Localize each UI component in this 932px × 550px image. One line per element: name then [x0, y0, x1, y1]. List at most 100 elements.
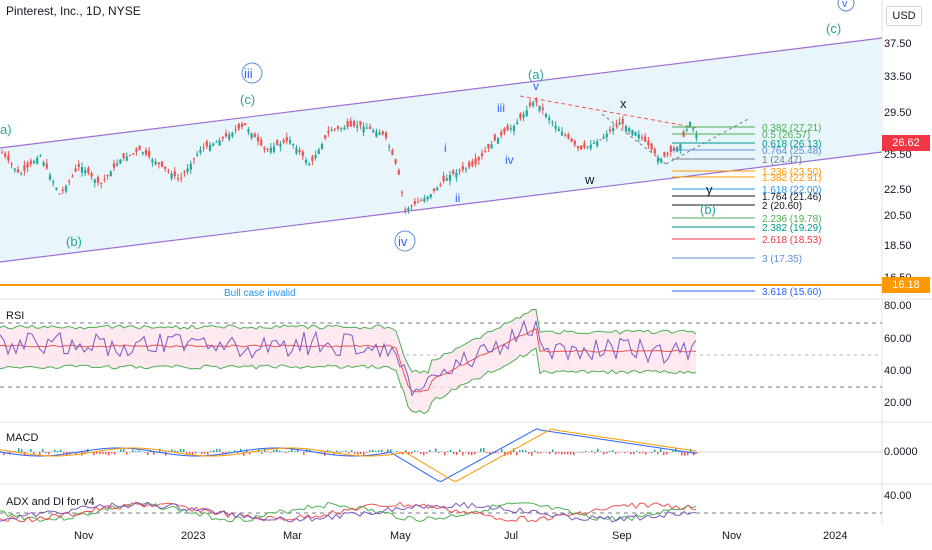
- macd-histogram-bar: [174, 450, 176, 452]
- fib-level-label: 1.236 (23.50): [762, 167, 822, 178]
- adx-line: [0, 501, 697, 523]
- macd-histogram-bar: [243, 452, 245, 456]
- macd-histogram-bar: [585, 450, 587, 452]
- currency-selector[interactable]: USD: [886, 6, 922, 26]
- candle-body: [340, 128, 343, 130]
- rsi-line: [0, 309, 697, 374]
- candle-body: [650, 143, 653, 150]
- candle-body: [605, 133, 608, 138]
- adx-axis-tick: 40.00: [884, 490, 912, 502]
- fib-level-label: 0.382 (27.21): [762, 123, 822, 134]
- price-axis-tick: 22.50: [884, 184, 912, 196]
- macd-histogram-bar: [636, 451, 638, 452]
- candle-body: [343, 127, 346, 130]
- candle-body: [96, 177, 100, 183]
- macd-histogram-bar: [33, 452, 35, 455]
- candle-body: [448, 175, 452, 181]
- candle-body: [205, 141, 208, 147]
- candle-body: [676, 147, 679, 152]
- candle-body: [301, 151, 304, 156]
- macd-histogram-bar: [447, 451, 449, 452]
- macd-histogram-bar: [363, 452, 365, 456]
- candle-body: [228, 134, 231, 140]
- macd-histogram-bar: [501, 449, 503, 452]
- macd-histogram-bar: [444, 452, 446, 456]
- candle-body: [362, 126, 365, 133]
- candle-body: [391, 149, 394, 155]
- candle-body: [647, 141, 650, 146]
- candle-body: [215, 141, 218, 143]
- candle-body: [538, 105, 541, 112]
- macd-histogram-bar: [366, 452, 368, 453]
- time-axis-label: Nov: [74, 530, 94, 542]
- candle-body: [388, 146, 391, 148]
- support-dashed-line[interactable]: [665, 117, 751, 165]
- time-axis-label: Sep: [612, 530, 632, 542]
- candle-body: [288, 140, 292, 144]
- candle-body: [199, 149, 202, 153]
- candle-body: [394, 159, 397, 164]
- candle-body: [157, 162, 160, 165]
- macd-histogram-bar: [3, 452, 5, 456]
- macd-histogram-bar: [57, 450, 59, 452]
- macd-histogram-bar: [108, 452, 110, 456]
- macd-histogram-bar: [396, 450, 398, 452]
- candle-body: [74, 168, 77, 172]
- candle-body: [234, 129, 237, 131]
- resistance-dashed-line[interactable]: [519, 95, 699, 129]
- price-axis-tick: 25.50: [884, 149, 912, 161]
- candle-body: [573, 140, 576, 145]
- macd-histogram-bar: [75, 452, 77, 456]
- channel-fill: [0, 38, 882, 262]
- candle-body: [484, 151, 487, 153]
- macd-histogram-bar: [489, 452, 491, 455]
- macd-histogram-bar: [210, 451, 212, 452]
- macd-histogram-bar: [162, 452, 164, 453]
- candle-body: [346, 121, 349, 128]
- candle-body: [452, 170, 455, 174]
- candle-body: [445, 178, 448, 181]
- macd-histogram-bar: [435, 448, 437, 452]
- candle-body: [292, 144, 295, 146]
- macd-histogram-bar: [618, 452, 620, 453]
- macd-histogram-bar: [450, 449, 452, 452]
- macd-histogram-bar: [237, 452, 239, 453]
- fib-level-label: 1.618 (22.00): [762, 185, 822, 196]
- candle-body: [522, 114, 525, 118]
- macd-histogram-bar: [273, 449, 275, 452]
- macd-histogram-bar: [651, 452, 653, 453]
- chart-title: Pinterest, Inc., 1D, NYSE: [6, 4, 141, 18]
- candle-body: [477, 157, 480, 161]
- candle-body: [618, 122, 621, 125]
- rsi-pane-title[interactable]: RSI: [6, 310, 25, 322]
- channel-upper-line[interactable]: [0, 37, 883, 149]
- macd-histogram-bar: [561, 452, 563, 455]
- macd-histogram-bar: [276, 448, 278, 452]
- channel-lower-line[interactable]: [0, 151, 883, 263]
- macd-histogram-bar: [30, 448, 32, 452]
- candle-body: [279, 143, 282, 147]
- macd-histogram-bar: [570, 452, 572, 455]
- macd-histogram-bar: [330, 450, 332, 452]
- candle-body: [570, 138, 573, 142]
- macd-histogram-bar: [483, 448, 485, 452]
- candle-body: [87, 167, 90, 174]
- wave-label: a): [0, 122, 12, 137]
- candle-body: [132, 153, 135, 155]
- macd-histogram-bar: [228, 451, 230, 452]
- macd-histogram-bar: [207, 452, 209, 455]
- macd-histogram-bar: [375, 450, 377, 452]
- macd-histogram-bar: [639, 452, 641, 454]
- support-dashed-line[interactable]: [601, 113, 667, 165]
- adx-pane-title[interactable]: ADX and DI for v4: [6, 496, 95, 508]
- candle-body: [381, 131, 384, 135]
- candle-body: [148, 151, 151, 157]
- macd-histogram-bar: [105, 452, 107, 455]
- candle-body: [260, 139, 263, 146]
- price-axis-tick: 33.50: [884, 71, 912, 83]
- macd-histogram-bar: [45, 452, 47, 454]
- fib-level-label: 2.382 (19.29): [762, 223, 822, 234]
- macd-pane-title[interactable]: MACD: [6, 432, 39, 444]
- candle-body: [77, 164, 80, 167]
